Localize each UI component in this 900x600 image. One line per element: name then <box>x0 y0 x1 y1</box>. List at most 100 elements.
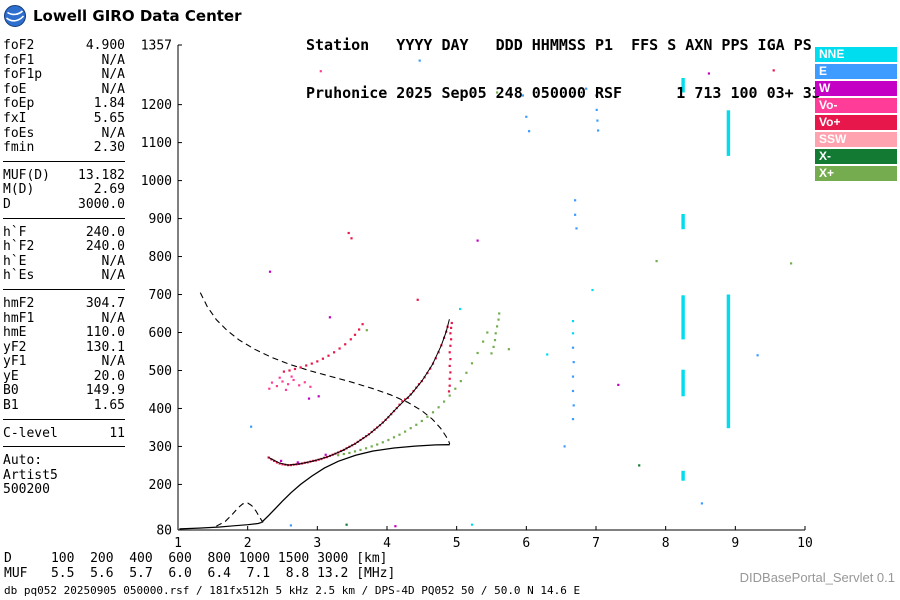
parameter-value: N/A <box>101 253 125 269</box>
interference-bar <box>726 294 731 429</box>
parameter-row: Auto: <box>3 454 125 469</box>
x-tick-label: 5 <box>453 536 461 551</box>
o-trace-second-hop <box>282 323 364 373</box>
station-header: Station YYYY DAY DDD HHMMSS P1 FFS S AXN… <box>306 5 821 133</box>
parameter-value: 5.65 <box>93 110 125 126</box>
x-tick-label: 3 <box>313 536 321 551</box>
parameter-label: foF1 <box>3 52 35 68</box>
station-header-values: Pruhonice 2025 Sep05 248 050000 RSF 1 71… <box>306 84 821 102</box>
parameter-label: B0 <box>3 383 19 399</box>
parameter-value: 1.84 <box>93 96 125 112</box>
topside-model-dashed <box>199 292 451 445</box>
parameter-value: 1.65 <box>93 398 125 414</box>
parameter-row: MUF(D) 13.182 <box>3 167 125 184</box>
parameter-label: foE <box>3 81 27 97</box>
interference-bar <box>681 78 685 93</box>
parameter-label: foEs <box>3 125 35 141</box>
parameter-label: fxI <box>3 110 27 126</box>
parameter-row: B0 149.9 <box>3 384 125 399</box>
parameter-group: hmF2 304.7 hmF1 N/A hmE 110.0 yF2 130.1 yF1 N/A yE… <box>3 295 125 420</box>
parameter-label: Artist5 <box>3 467 58 483</box>
parameter-value: 110.0 <box>85 325 125 341</box>
parameter-row: hmE 110.0 <box>3 325 125 341</box>
y-tick-label: 500 <box>149 364 172 379</box>
parameter-row: M(D) 2.69 <box>3 183 125 198</box>
o-trace-fit <box>268 319 450 466</box>
y-tick-label: 80 <box>156 524 172 539</box>
parameter-row: foF2 4.900 <box>3 38 125 54</box>
y-tick-label: 800 <box>149 250 172 265</box>
parameter-row: foF1p N/A <box>3 68 125 83</box>
parameter-value: 2.30 <box>93 140 125 156</box>
axes: 8020030040050060070080090010001100120013… <box>141 39 813 552</box>
parameter-value: 13.182 <box>78 167 125 183</box>
parameter-row: foEp 1.84 <box>3 97 125 112</box>
y-tick-label: 1000 <box>141 174 172 189</box>
parameter-value: 2.69 <box>93 182 125 198</box>
muf-table-d-row: D 100 200 400 600 800 1000 1500 3000 [km… <box>4 551 388 566</box>
parameter-value: 3000.0 <box>78 196 125 212</box>
parameter-row: C-level 11 <box>3 426 125 442</box>
parameter-value: 4.900 <box>85 38 125 53</box>
parameter-label: 500200 <box>3 482 50 498</box>
parameter-label: h`F <box>3 224 27 240</box>
parameter-group: Auto: Artist5 500200 <box>3 454 125 503</box>
parameter-label: D <box>3 196 11 212</box>
parameter-value: N/A <box>101 268 125 284</box>
e-valley-dashed <box>216 502 264 527</box>
oblique-echo-cluster <box>268 375 312 391</box>
parameter-label: hmF2 <box>3 295 35 311</box>
parameter-label: h`F2 <box>3 239 35 255</box>
parameter-group: MUF(D) 13.182 M(D) 2.69 D 3000.0 <box>3 167 125 219</box>
parameter-label: yE <box>3 368 19 384</box>
parameter-row: yF2 130.1 <box>3 339 125 356</box>
parameter-row: hmF2 304.7 <box>3 295 125 312</box>
interference-bar <box>681 369 685 397</box>
parameter-row: 500200 <box>3 483 125 498</box>
parameter-label: MUF(D) <box>3 167 50 183</box>
y-tick-label: 400 <box>149 402 172 417</box>
legend: NNE E W Vo- Vo+ SSW X- X+ <box>815 47 897 183</box>
legend-item-x: X- <box>815 149 897 164</box>
parameter-value: N/A <box>101 125 125 141</box>
y-tick-label: 1100 <box>141 136 172 151</box>
parameter-label: hmF1 <box>3 310 35 326</box>
parameter-row: D 3000.0 <box>3 196 125 213</box>
parameter-row: fxI 5.65 <box>3 110 125 127</box>
x-tick-label: 4 <box>383 536 391 551</box>
parameter-value: N/A <box>101 354 125 370</box>
x-tick-label: 8 <box>662 536 670 551</box>
watermark: DIDBasePortal_Servlet 0.1 <box>739 570 895 585</box>
legend-item-ssw: SSW <box>815 132 897 147</box>
y-tick-label: 700 <box>149 288 172 303</box>
o-trace-echoes <box>267 321 453 467</box>
x-tick-label: 6 <box>522 536 530 551</box>
parameter-value: 20.0 <box>93 368 125 384</box>
x-tick-label: 9 <box>731 536 739 551</box>
x-trace-echoes <box>337 312 501 457</box>
parameter-row: h`Es N/A <box>3 269 125 284</box>
x-tick-label: 1 <box>174 536 182 551</box>
parameter-label: yF2 <box>3 339 27 355</box>
parameter-row: foE N/A <box>3 81 125 98</box>
parameter-row: foEs N/A <box>3 125 125 142</box>
parameter-row: h`F2 240.0 <box>3 240 125 255</box>
parameter-group: h`F 240.0 h`F2 240.0 h`E N/A h`Es N/A <box>3 224 125 290</box>
profile-e-region-solid <box>179 521 262 530</box>
parameter-row: foF1 N/A <box>3 52 125 69</box>
parameter-row: h`F 240.0 <box>3 224 125 241</box>
parameter-row: hmF1 N/A <box>3 310 125 327</box>
y-tick-label: 1357 <box>141 39 172 54</box>
parameter-row: Artist5 <box>3 467 125 484</box>
interference-bar <box>681 214 685 230</box>
parameter-label: fmin <box>3 140 35 156</box>
lowell-giro-logo-icon <box>4 5 26 27</box>
brand-title: Lowell GIRO Data Center <box>33 7 242 25</box>
parameter-panel: foF2 4.900 foF1 N/A foF1p N/A foE N/A foEp 1.84 fx… <box>3 38 125 510</box>
y-tick-label: 900 <box>149 212 172 227</box>
parameter-value: 240.0 <box>85 224 125 240</box>
legend-item-vo: Vo- <box>815 98 897 113</box>
parameter-value: 130.1 <box>85 339 125 355</box>
